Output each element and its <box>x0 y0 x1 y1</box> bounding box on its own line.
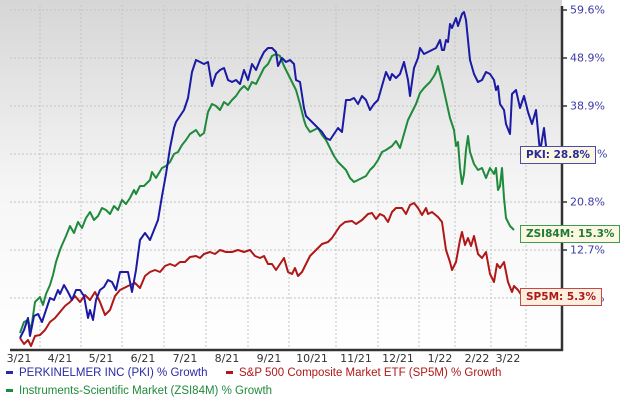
x-tick-label: 1/22 <box>427 352 453 365</box>
x-tick-label: 2/22 <box>464 352 490 365</box>
x-tick-label: 8/21 <box>214 352 240 365</box>
legend-item-pki: PERKINELMER INC (PKI) % Growth <box>6 367 208 379</box>
x-tick-label: 5/21 <box>88 352 114 365</box>
zsi-end-label: ZSI84M: 15.3% <box>520 225 620 243</box>
legend-swatch-zsi <box>6 389 13 393</box>
legend-swatch-sp5m <box>226 371 233 375</box>
y-tick-label: 12.7% <box>570 243 605 257</box>
x-tick-label: 12/21 <box>382 352 414 365</box>
x-tick-label: 6/21 <box>130 352 156 365</box>
legend-swatch-pki <box>6 371 13 375</box>
x-tick-label: 7/21 <box>172 352 198 365</box>
sp5m-end-label: SP5M: 5.3% <box>520 288 602 306</box>
y-axis-ticks <box>562 9 567 251</box>
y-tick-label: 20.8% <box>570 195 605 209</box>
series-zsi-line <box>19 53 515 334</box>
x-tick-label: 3/21 <box>6 352 32 365</box>
x-tick-label: 4/21 <box>47 352 73 365</box>
legend-item-zsi: Instruments-Scientific Market (ZSI84M) %… <box>6 385 272 397</box>
x-tick-label: 11/21 <box>340 352 372 365</box>
series-pki-line <box>19 11 556 339</box>
series-sp5m-line <box>19 202 523 347</box>
y-tick-label: 48.9% <box>570 51 605 65</box>
x-tick-label: 10/21 <box>296 352 328 365</box>
x-tick-label: 3/22 <box>495 352 521 365</box>
x-tick-label: 9/21 <box>256 352 282 365</box>
y-tick-label: 38.9% <box>570 99 605 113</box>
pki-end-label: PKI: 28.8% <box>520 146 597 164</box>
legend-item-sp5m: S&P 500 Composite Market ETF (SP5M) % Gr… <box>226 367 501 379</box>
y-tick-label: 59.6% <box>570 3 605 17</box>
